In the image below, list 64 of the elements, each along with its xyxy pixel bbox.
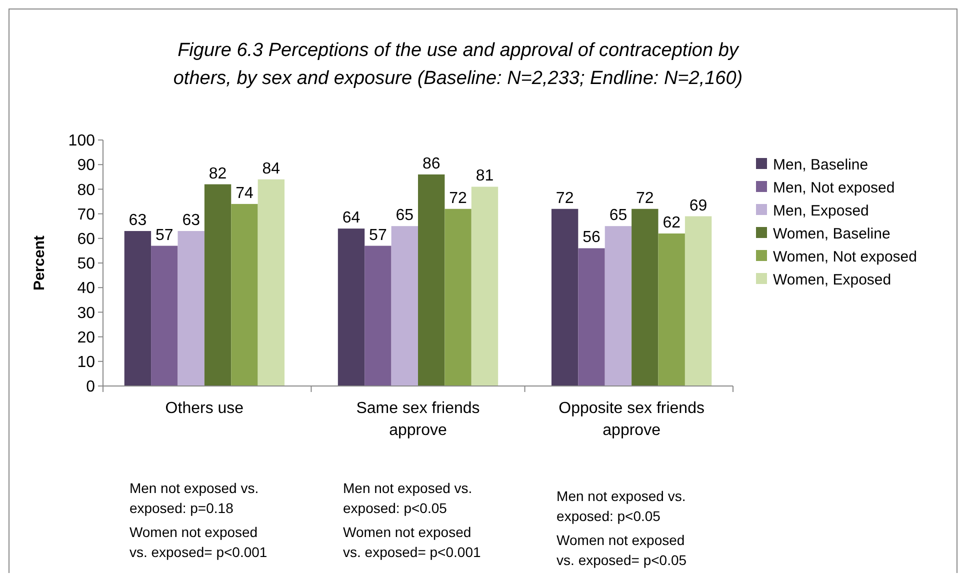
bar [418, 174, 445, 386]
bar [658, 233, 685, 386]
y-tick-label: 90 [77, 157, 96, 174]
bar [391, 226, 418, 386]
data-label: 72 [449, 190, 468, 207]
data-label: 63 [182, 212, 200, 230]
text: Women not exposed vs. exposed= p<0.001 [129, 524, 268, 560]
x-tick-label: Others use [165, 400, 244, 417]
text: Men not exposed vs. exposed: p<0.05 [343, 480, 472, 516]
y-tick-label: 60 [77, 231, 96, 248]
bar [604, 226, 632, 386]
bar [551, 208, 578, 386]
bar [204, 184, 232, 386]
bar [684, 216, 712, 386]
data-label: 62 [662, 214, 681, 232]
legend-label: Women, Baseline [773, 225, 890, 242]
text: Women not exposed vs. exposed= p<0.05 [556, 532, 687, 568]
data-label: 56 [582, 229, 601, 246]
legend-label: Men, Not exposed [773, 179, 895, 196]
y-tick-label: 10 [77, 354, 96, 371]
data-label: 82 [208, 165, 227, 182]
data-label: 72 [556, 190, 574, 207]
data-label: 69 [689, 197, 708, 214]
legend-label: Men, Baseline [773, 156, 868, 174]
data-label: 65 [396, 207, 414, 224]
bar [338, 228, 365, 386]
bar [364, 246, 392, 386]
text: Men not exposed vs. exposed: p<0.05 [556, 488, 686, 524]
data-label: 65 [609, 207, 628, 224]
y-axis-title: Percent [31, 235, 48, 291]
y-tick-label: 0 [86, 378, 96, 396]
y-tick-label: 70 [77, 206, 96, 224]
chart-title: Figure 6.3 Perceptions of the use and approval of contraception by others, by sex and exposure (Baseline: N=2,233; Endline: N=2,160) [173, 40, 743, 89]
bar [124, 231, 152, 386]
bar [178, 231, 204, 386]
y-tick-label: 20 [77, 329, 96, 346]
bar [578, 248, 605, 386]
legend-label: Women, Not exposed [773, 248, 917, 266]
x-tick-label: Opposite sex friends approve [558, 400, 704, 439]
text: Men not exposed vs. exposed: p=0.18 [129, 480, 259, 516]
data-label: 81 [476, 168, 494, 185]
x-tick-label: Same sex friends approve [356, 400, 480, 439]
bar [231, 204, 258, 386]
y-tick-label: 50 [77, 256, 96, 273]
data-label: 63 [128, 212, 147, 230]
text: Women not exposed vs. exposed= p<0.001 [343, 524, 481, 560]
data-label: 57 [369, 226, 387, 244]
data-label: 64 [342, 210, 360, 227]
data-label: 74 [236, 184, 254, 202]
bar [151, 246, 178, 386]
data-label: 72 [636, 190, 654, 207]
y-tick-label: 40 [77, 280, 96, 298]
legend-label: Men, Exposed [773, 202, 869, 220]
data-label: 84 [262, 160, 280, 178]
y-tick-label: 100 [68, 132, 96, 150]
bar [632, 208, 658, 386]
data-label: 57 [156, 226, 174, 244]
legend-label: Women, Exposed [773, 271, 892, 288]
bar [444, 208, 472, 386]
y-tick-label: 80 [77, 182, 96, 199]
bar [258, 179, 285, 386]
bar [471, 186, 498, 386]
y-tick-label: 30 [77, 304, 96, 322]
data-label: 86 [422, 155, 440, 172]
